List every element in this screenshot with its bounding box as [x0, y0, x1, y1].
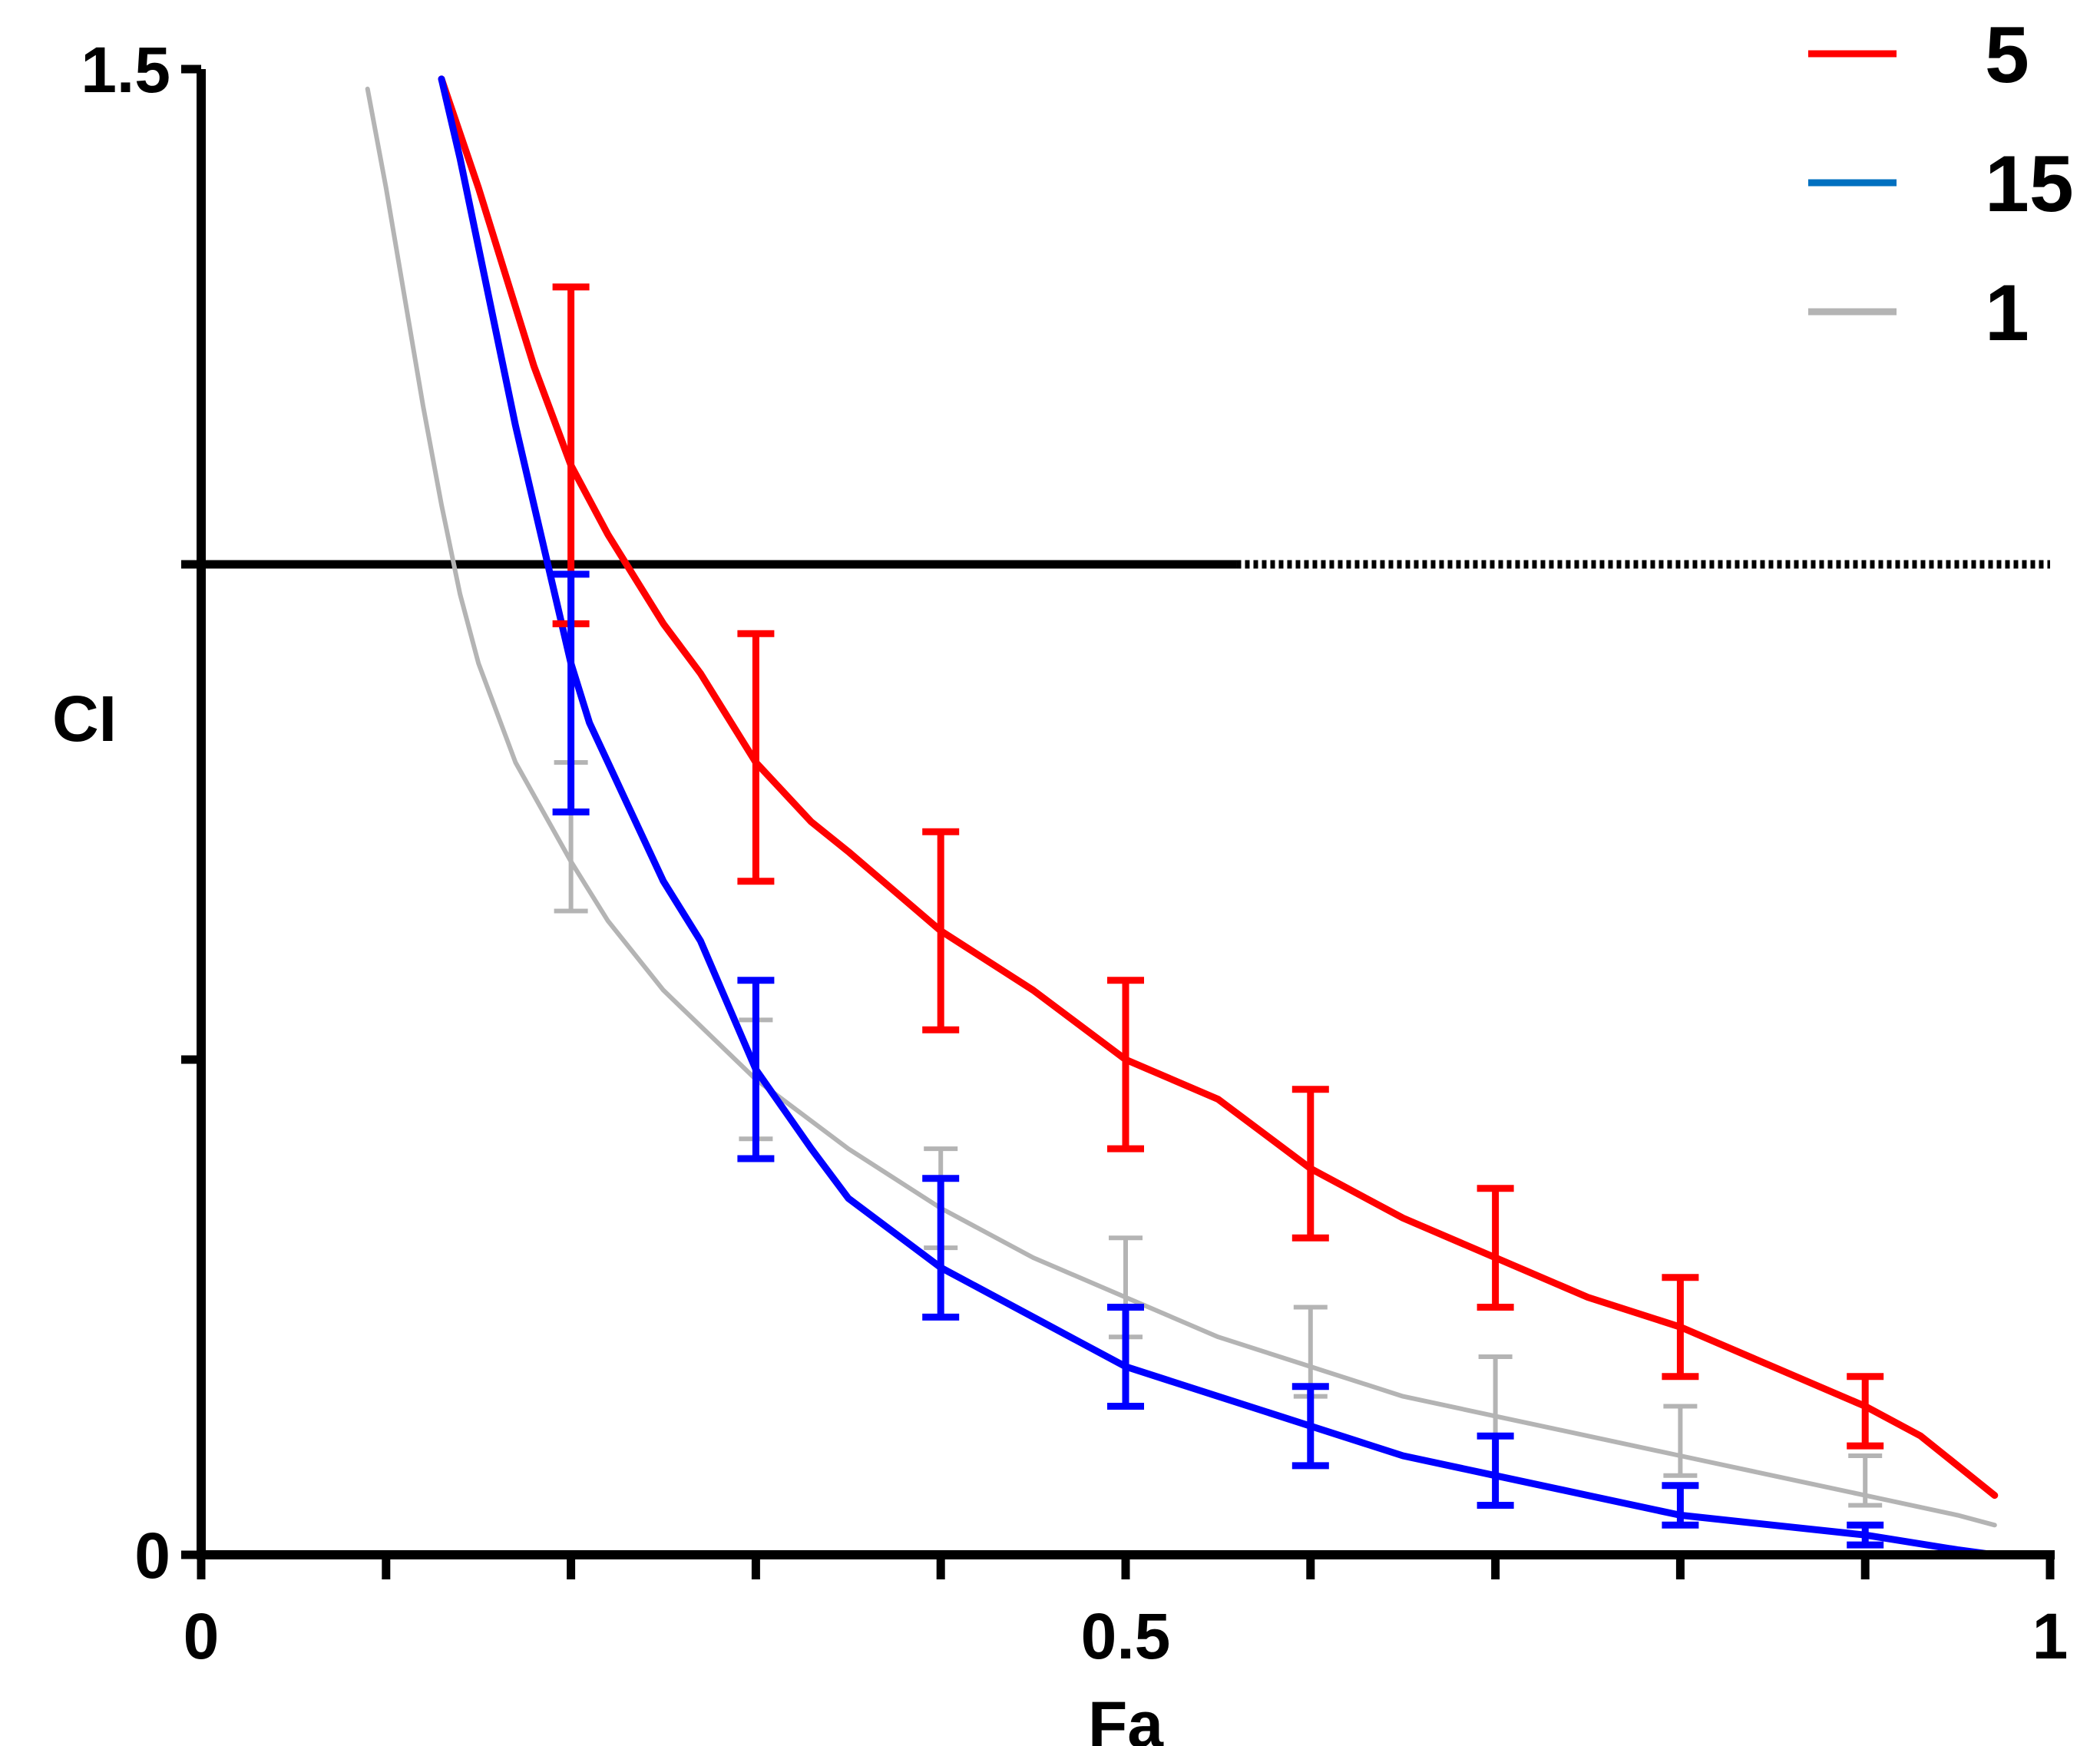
x-tick-label: 1 [2032, 1600, 2069, 1672]
error-bar-1 [1478, 1354, 1513, 1439]
x-tick-label: 0 [184, 1600, 220, 1672]
series-line-15 [438, 75, 1999, 1559]
error-bar-5 [737, 630, 775, 885]
axes [181, 64, 2055, 1579]
axis-labels: Fa CI 0 0.5 1 0 1.5 [52, 34, 2068, 1746]
error-bar-5 [1477, 1185, 1514, 1311]
error-bar-1 [1663, 1404, 1698, 1478]
x-axis-title: Fa [1088, 1688, 1164, 1746]
x-tick-label: 0.5 [1081, 1600, 1171, 1672]
legend-label: 1 [1985, 269, 2029, 358]
error-bar-15 [552, 570, 590, 815]
legend-label: 5 [1985, 11, 2029, 100]
legend: 5 15 1 [1808, 11, 2074, 358]
error-bar-15 [922, 1175, 960, 1321]
error-bar-15 [1847, 1521, 1884, 1549]
error-bar-1 [1293, 1305, 1328, 1399]
error-bar-1 [1848, 1453, 1883, 1508]
series-curves [365, 75, 1999, 1559]
error-bar-15 [1662, 1482, 1699, 1529]
error-bar-5 [922, 828, 960, 1033]
error-bar-15 [1477, 1432, 1514, 1509]
error-bar-5 [1847, 1373, 1884, 1450]
error-bar-5 [1107, 977, 1144, 1152]
error-bar-15 [1107, 1304, 1144, 1410]
error-bar-15 [1291, 1383, 1329, 1470]
y-axis-title: CI [52, 683, 117, 755]
legend-item-15: 15 [1808, 140, 2074, 229]
error-bar-5 [1291, 1086, 1329, 1242]
y-tick-label: 1.5 [81, 34, 170, 106]
series-line-5 [438, 75, 1999, 1500]
legend-label: 15 [1985, 140, 2074, 229]
series-line-1 [365, 86, 1997, 1528]
y-tick-label: 0 [134, 1519, 170, 1592]
error-bars [552, 283, 1884, 1549]
error-bar-5 [1662, 1274, 1699, 1381]
legend-item-5: 5 [1808, 11, 2029, 100]
error-bar-15 [737, 977, 775, 1162]
legend-item-1: 1 [1808, 269, 2029, 358]
